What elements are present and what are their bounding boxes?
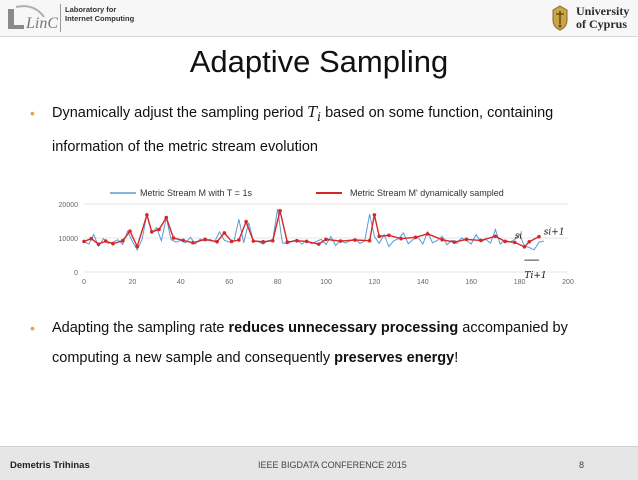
x-tick-label: 120: [369, 279, 381, 286]
data-point-sampled: [222, 231, 227, 235]
data-point-sampled: [145, 213, 149, 217]
footer-page-number: 8: [579, 460, 585, 470]
data-point-sampled: [304, 239, 309, 244]
x-tick-label: 60: [225, 279, 233, 286]
x-tick-label: 80: [274, 279, 282, 286]
legend-label-metric-stream: Metric Stream M with T = 1s: [140, 188, 252, 198]
data-point-sampled: [377, 234, 382, 239]
footer-author: Demetris Trihinas: [10, 460, 90, 471]
lab-name: Laboratory for Internet Computing: [65, 5, 134, 23]
x-tick-label: 100: [320, 279, 332, 286]
data-point-sampled: [338, 239, 343, 243]
data-point-sampled: [425, 232, 430, 236]
linc-logo-text: LinC: [25, 15, 58, 32]
data-point-sampled: [244, 219, 248, 224]
data-point-sampled: [512, 240, 517, 245]
lab-name-line1: Laboratory for: [65, 5, 117, 14]
bullet-dot-icon: •: [30, 105, 35, 121]
data-point-sampled: [120, 238, 125, 243]
data-point-sampled: [103, 239, 108, 243]
data-point-sampled: [503, 239, 507, 244]
x-tick-label: 0: [82, 279, 86, 286]
bullet-dot-icon: •: [30, 320, 35, 336]
data-point-sampled: [537, 234, 541, 239]
bullet-1-text: Dynamically adjust the sampling period T…: [52, 105, 554, 155]
university-crest-icon: [552, 5, 568, 31]
footer-conference: IEEE BIGDATA CONFERENCE 2015: [258, 460, 407, 470]
metric-stream-chart: Metric Stream M with T = 1s Metric Stream…: [59, 188, 574, 286]
data-point-sampled: [464, 237, 469, 242]
data-point-sampled: [164, 215, 169, 220]
slide-title: Adaptive Sampling: [189, 44, 449, 79]
data-point-sampled: [527, 239, 532, 244]
data-point-sampled: [237, 238, 241, 242]
data-point-sampled: [479, 238, 483, 243]
data-point-sampled: [399, 236, 403, 241]
data-point-sampled: [181, 238, 186, 243]
x-tick-label: 180: [514, 279, 526, 286]
annotation-s-i1: si+1: [544, 228, 565, 238]
data-point-sampled: [128, 229, 132, 233]
data-point-sampled: [135, 244, 140, 249]
data-point-sampled: [261, 239, 265, 244]
data-point-sampled: [229, 239, 234, 244]
data-point-sampled: [251, 239, 256, 243]
data-point-sampled: [278, 209, 282, 213]
data-point-sampled: [413, 235, 418, 240]
data-point-sampled: [96, 242, 101, 246]
data-point-sampled: [203, 237, 207, 242]
data-point-sampled: [493, 234, 498, 239]
data-point-sampled: [149, 230, 154, 234]
bullet-1: • Dynamically adjust the sampling period…: [30, 98, 620, 160]
annotation-s-i: si: [515, 232, 523, 242]
lab-name-line2: Internet Computing: [65, 14, 135, 23]
slide-footer: Demetris Trihinas IEEE BIGDATA CONFERENC…: [0, 446, 638, 480]
data-point-sampled: [387, 233, 391, 238]
data-point-sampled: [353, 238, 357, 242]
university-line2: of Cyprus: [576, 17, 628, 31]
university-name: University of Cyprus: [576, 5, 629, 31]
series-line-metric-stream: [83, 209, 544, 251]
x-tick-label: 40: [177, 279, 185, 286]
data-point-sampled: [522, 245, 527, 249]
data-point-sampled: [89, 236, 94, 241]
bullet-2: • Adapting the sampling rate reduces unn…: [30, 313, 620, 375]
data-point-sampled: [82, 239, 86, 244]
data-point-sampled: [191, 240, 195, 245]
slide-header: LinC Laboratory for Internet Computing U…: [0, 0, 638, 37]
bold-reduces-processing: reduces unnecessary processing: [228, 320, 459, 336]
data-point-sampled: [215, 239, 219, 244]
data-point-sampled: [440, 237, 444, 242]
x-tick-label: 200: [562, 279, 574, 286]
data-point-sampled: [295, 238, 299, 243]
bullet-2-text: Adapting the sampling rate reduces unnec…: [52, 320, 568, 366]
data-point-sampled: [111, 241, 115, 246]
data-point-sampled: [316, 242, 321, 246]
data-point-sampled: [367, 238, 372, 243]
y-tick-label: 20000: [59, 202, 79, 209]
data-point-sampled: [157, 227, 161, 232]
data-point-sampled: [270, 238, 275, 243]
math-T-i: Ti: [307, 105, 322, 124]
data-point-sampled: [285, 240, 290, 244]
y-tick-label: 0: [74, 270, 78, 277]
university-line1: University: [576, 4, 630, 18]
logo-divider: [60, 4, 61, 32]
data-point-sampled: [171, 236, 176, 240]
x-tick-label: 140: [417, 279, 429, 286]
y-tick-label: 10000: [59, 236, 79, 243]
x-tick-label: 20: [129, 279, 137, 286]
data-point-sampled: [452, 240, 457, 244]
linc-logo: LinC: [8, 5, 58, 32]
data-point-sampled: [372, 213, 377, 217]
data-point-sampled: [324, 237, 328, 242]
x-tick-label: 160: [465, 279, 477, 286]
bold-preserves-energy: preserves energy: [334, 350, 455, 366]
legend-label-sampled-stream: Metric Stream M' dynamically sampled: [350, 188, 504, 198]
series-line-sampled-stream: [83, 210, 540, 249]
annotation-T-i1: Ti+1: [524, 271, 546, 281]
